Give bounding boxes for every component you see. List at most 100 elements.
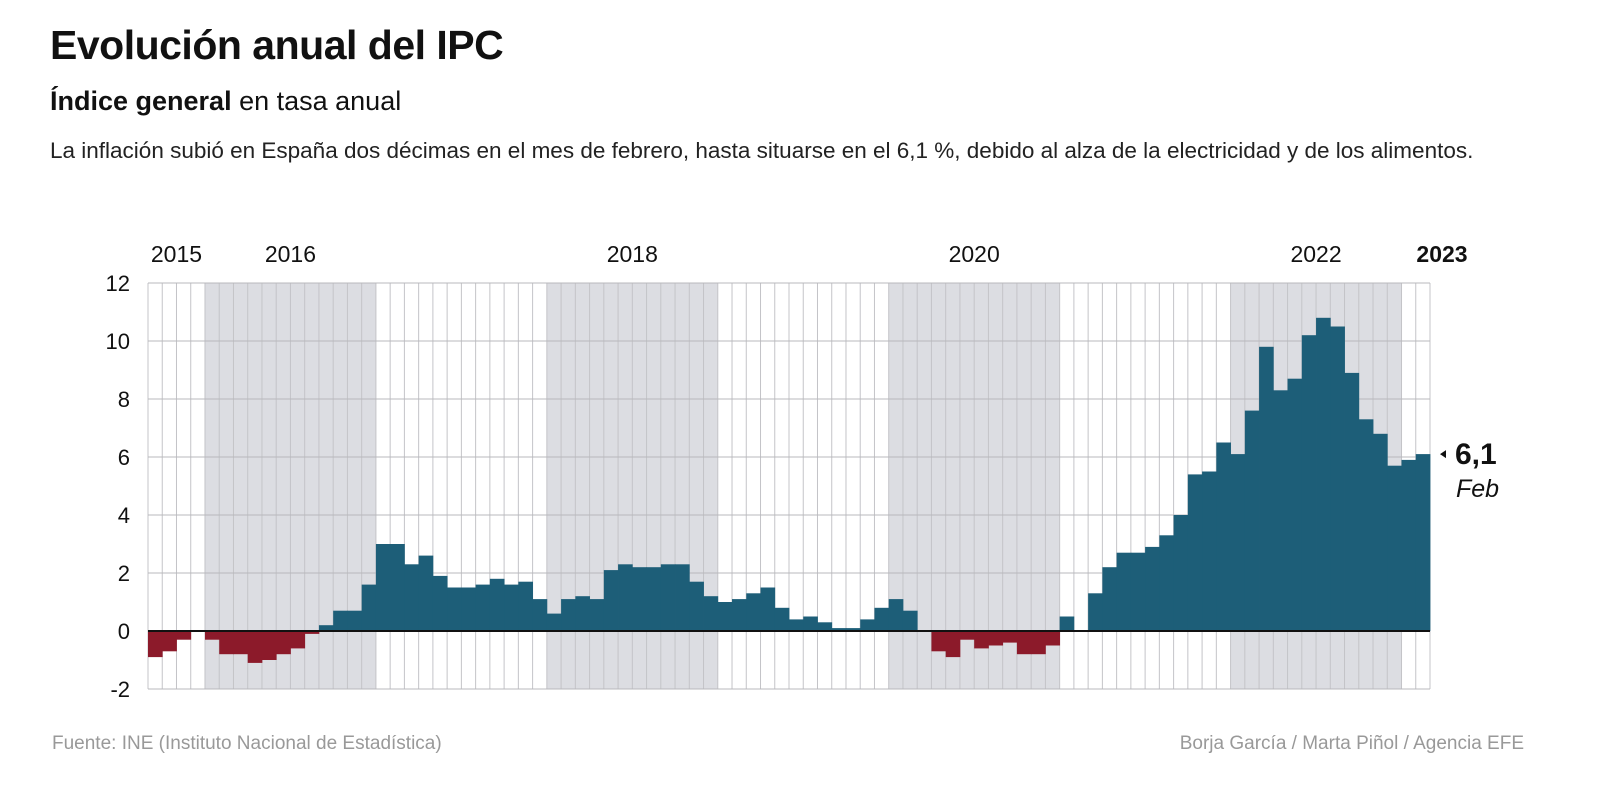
bar: [1159, 535, 1174, 631]
bar: [1002, 631, 1018, 643]
bar: [1316, 317, 1331, 631]
bar: [703, 596, 719, 631]
bar: [1202, 471, 1217, 631]
annotation-pointer-icon: [1440, 450, 1446, 459]
bar: [1016, 631, 1032, 655]
bar: [489, 578, 505, 631]
bar: [689, 581, 704, 631]
year-label: 2016: [265, 241, 316, 267]
bar: [176, 631, 192, 640]
bar: [675, 564, 690, 631]
bar: [404, 564, 420, 631]
bar: [162, 631, 177, 652]
bar: [447, 587, 462, 631]
credits: Borja García / Marta Piñol / Agencia EFE: [1179, 733, 1524, 754]
bar: [204, 631, 220, 640]
y-tick-label: 4: [118, 503, 130, 528]
bar: [959, 631, 975, 640]
bar: [532, 599, 548, 631]
bar: [333, 610, 348, 631]
bar: [1230, 454, 1246, 631]
bar: [276, 631, 291, 655]
bar: [347, 610, 363, 631]
bar: [1259, 346, 1274, 631]
y-tick-label: 6: [118, 445, 130, 470]
bar: [1130, 552, 1146, 631]
bar: [290, 631, 306, 649]
bar: [732, 599, 747, 631]
bar: [504, 584, 519, 631]
bar: [1358, 419, 1374, 631]
source-note: Fuente: INE (Instituto Nacional de Estad…: [52, 733, 442, 754]
bar: [546, 613, 562, 631]
bar: [1273, 390, 1288, 631]
bar: [1173, 515, 1189, 631]
bar: [261, 631, 277, 660]
y-tick-label: 8: [118, 387, 130, 412]
bar: [760, 587, 776, 631]
bar: [646, 567, 662, 631]
bar: [660, 564, 676, 631]
bar: [1216, 442, 1231, 631]
bar: [1187, 474, 1203, 631]
bar: [247, 631, 263, 663]
bar: [233, 631, 249, 655]
bar: [1344, 372, 1360, 631]
bar: [632, 567, 647, 631]
bar: [888, 599, 904, 631]
y-tick-label: 2: [118, 561, 130, 586]
bar: [219, 631, 234, 655]
bar: [789, 619, 804, 631]
bar: [803, 616, 818, 631]
bar: [1301, 335, 1317, 631]
bar: [1415, 454, 1431, 631]
bar: [717, 602, 733, 631]
bar: [902, 610, 918, 631]
subtitle-bold: Índice general: [50, 86, 232, 116]
year-label: 2022: [1290, 241, 1341, 267]
year-label: 2018: [607, 241, 658, 267]
year-label: 2020: [949, 241, 1000, 267]
bar: [988, 631, 1004, 646]
bar: [874, 607, 890, 631]
bar: [1287, 378, 1303, 631]
bar: [1059, 616, 1075, 631]
y-tick-label: 12: [106, 271, 130, 296]
y-tick-label: -2: [110, 677, 130, 702]
bar: [1102, 567, 1118, 631]
bar: [432, 575, 448, 631]
year-label: 2015: [151, 241, 202, 267]
bar: [361, 584, 377, 631]
bar: [318, 625, 334, 631]
bar: [304, 631, 320, 634]
bar: [475, 584, 491, 631]
bar: [817, 622, 833, 631]
bar: [931, 631, 947, 652]
bar: [618, 564, 633, 631]
bar: [589, 599, 605, 631]
bar: [1401, 459, 1417, 631]
bar: [1045, 631, 1061, 646]
bar: [461, 587, 477, 631]
bar: [860, 619, 875, 631]
bar: [945, 631, 961, 658]
chart-description: La inflación subió en España dos décimas…: [50, 138, 1474, 163]
bar: [575, 596, 590, 631]
bar: [390, 544, 405, 631]
bar: [746, 593, 761, 631]
bar: [148, 631, 163, 658]
y-tick-label: 10: [106, 329, 130, 354]
year-label: 2023: [1416, 241, 1467, 267]
chart-subtitle: Índice general en tasa anual: [50, 86, 401, 117]
bar: [603, 570, 619, 631]
bar: [561, 599, 576, 631]
bar: [1373, 433, 1388, 631]
y-tick-label: 0: [118, 619, 130, 644]
bar: [974, 631, 989, 649]
bar: [845, 628, 861, 631]
bar: [418, 555, 434, 631]
bar: [1088, 593, 1103, 631]
bar: [1116, 552, 1132, 631]
bar: [774, 607, 790, 631]
